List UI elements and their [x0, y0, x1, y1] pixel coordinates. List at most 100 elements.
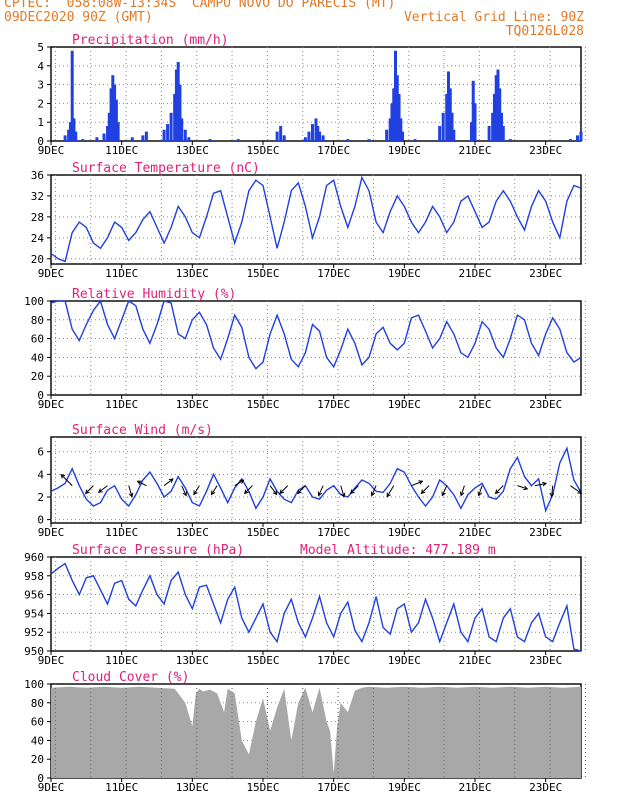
wind-arrow-head: [494, 489, 500, 495]
y-tick-label: 2: [37, 491, 44, 504]
precip-bar: [107, 112, 111, 141]
precip-bar: [508, 139, 512, 141]
x-tick-label: 19DEC: [388, 526, 421, 539]
wind-arrow-head: [420, 489, 426, 495]
panel-frame: [50, 436, 582, 524]
wind-arrow: [551, 485, 554, 497]
y-tick-label: 60: [31, 333, 44, 346]
precip-bar: [114, 99, 118, 141]
y-tick-label: 80: [31, 697, 44, 710]
wind-arrow: [85, 485, 94, 494]
x-tick-label: 11DEC: [105, 654, 138, 667]
x-tick-label: 9DEC: [38, 398, 65, 411]
x-tick-label: 13DEC: [176, 398, 209, 411]
precip-bar: [321, 135, 325, 141]
wind-arrow-head: [523, 485, 529, 491]
wind-arrow: [60, 474, 73, 487]
panel-frame: [50, 300, 582, 396]
y-tick-label: 950: [24, 645, 44, 658]
x-tick-label: 21DEC: [458, 144, 491, 157]
precip-bar: [367, 139, 371, 141]
wind-arrow: [570, 485, 582, 494]
series-line: [50, 562, 582, 652]
y-tick-label: 2: [37, 97, 44, 110]
y-tick-label: 80: [31, 314, 44, 327]
precip-bar: [102, 133, 106, 141]
series-line: [50, 446, 582, 513]
wind-arrow-head: [279, 489, 285, 495]
wind-arrow: [297, 485, 306, 494]
precip-bar: [310, 124, 314, 141]
wind-arrow: [163, 478, 174, 487]
precip-bar: [70, 50, 74, 142]
x-tick-label: 13DEC: [176, 781, 209, 794]
precip-bar: [395, 75, 399, 141]
x-tick-label: 17DEC: [317, 144, 350, 157]
precip-bar: [346, 139, 350, 141]
panel-title: Surface Pressure (hPa): [72, 543, 244, 558]
precip-bar: [579, 131, 583, 141]
wind-arrow-head: [193, 490, 198, 496]
wind-arrow: [234, 479, 244, 487]
precip-bar: [72, 118, 76, 141]
x-tick-label: 19DEC: [388, 398, 421, 411]
y-tick-label: 28: [31, 211, 44, 224]
precip-bar: [144, 131, 148, 141]
precip-bar: [575, 135, 579, 141]
x-tick-label: 21DEC: [458, 267, 491, 280]
wind-arrow: [460, 485, 465, 496]
precip-bar: [162, 129, 166, 141]
x-tick-label: 11DEC: [105, 267, 138, 280]
x-tick-label: 19DEC: [388, 267, 421, 280]
wind-arrow: [534, 482, 547, 487]
x-tick-label: 19DEC: [388, 654, 421, 667]
wind-arrow-head: [317, 491, 323, 497]
y-tick-label: 960: [24, 551, 44, 564]
precip-bar: [491, 112, 495, 141]
precip-bar: [187, 137, 191, 141]
precip-bar: [178, 84, 182, 141]
y-tick-label: 100: [24, 678, 44, 691]
y-tick-label: 32: [31, 190, 44, 203]
precip-bar: [81, 139, 85, 141]
x-tick-label: 17DEC: [317, 654, 350, 667]
precip-bar: [401, 131, 405, 141]
precip-bar: [307, 131, 311, 141]
x-tick-label: 17DEC: [317, 267, 350, 280]
x-tick-label: 21DEC: [458, 398, 491, 411]
wind-arrow: [128, 485, 133, 497]
x-tick-label: 9DEC: [38, 267, 65, 280]
y-tick-label: 20: [31, 753, 44, 766]
panel-frame: [50, 174, 582, 265]
y-tick-label: 100: [24, 295, 44, 308]
x-tick-label: 13DEC: [176, 267, 209, 280]
y-tick-label: 954: [24, 607, 44, 620]
wind-arrow: [495, 485, 504, 494]
wind-arrow-head: [370, 491, 376, 497]
wind-arrow-head: [239, 479, 245, 484]
x-tick-label: 9DEC: [38, 781, 65, 794]
precip-bar: [392, 88, 396, 141]
x-tick-label: 15DEC: [246, 144, 279, 157]
wind-arrow: [211, 485, 218, 495]
precip-bar: [492, 94, 496, 141]
precip-bar: [498, 88, 502, 141]
wind-arrow: [193, 485, 200, 495]
x-tick-label: 15DEC: [246, 526, 279, 539]
x-tick-label: 21DEC: [458, 781, 491, 794]
precip-bar: [452, 129, 456, 141]
x-tick-label: 11DEC: [105, 144, 138, 157]
y-tick-label: 36: [31, 169, 44, 182]
x-tick-label: 17DEC: [317, 398, 350, 411]
y-tick-label: 40: [31, 351, 44, 364]
precip-bar: [385, 129, 389, 141]
x-tick-label: 9DEC: [38, 526, 65, 539]
wind-arrow-head: [211, 490, 216, 496]
wind-arrow-head: [441, 491, 446, 497]
precip-bar: [183, 129, 187, 141]
precip-bar: [314, 118, 318, 141]
wind-arrow-head: [386, 492, 391, 498]
wind-arrow-head: [340, 492, 346, 498]
x-tick-label: 21DEC: [458, 654, 491, 667]
